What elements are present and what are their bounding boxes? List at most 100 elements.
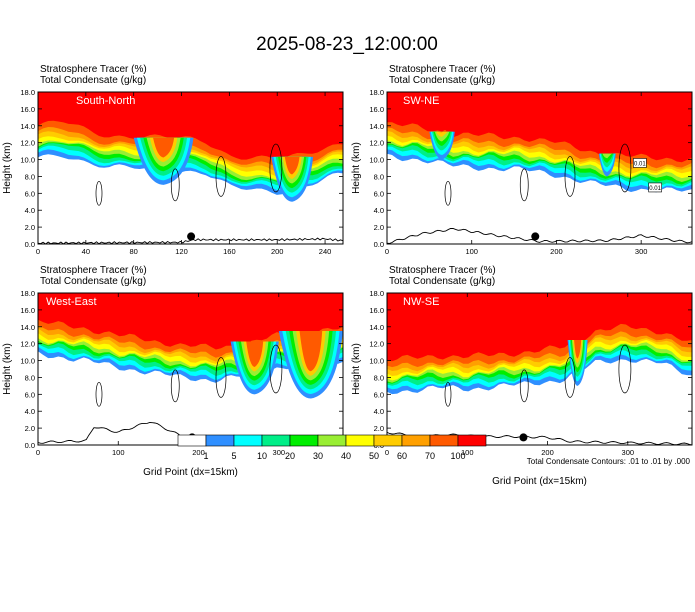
y-tick-label: 16.0 <box>369 306 384 315</box>
contour-label: 0.01 <box>649 186 661 192</box>
colorbar-swatch <box>345 434 375 447</box>
x-tick-label: 40 <box>82 247 90 256</box>
panel-header-condensate: Total Condensate (g/kg) <box>40 276 146 287</box>
panel-header-condensate: Total Condensate (g/kg) <box>389 75 495 86</box>
y-tick-label: 4.0 <box>25 407 35 416</box>
y-tick-label: 10.0 <box>369 357 384 366</box>
tracer-band-0 <box>38 293 343 350</box>
colorbar-label: 70 <box>425 451 435 461</box>
y-tick-label: 18.0 <box>369 88 384 97</box>
x-tick-label: 300 <box>622 448 635 457</box>
colorbar-label: 60 <box>397 451 407 461</box>
panel-south-north: Stratosphere Tracer (%)Total Condensate … <box>2 64 344 256</box>
panel-sw-ne: Stratosphere Tracer (%)Total Condensate … <box>351 64 693 256</box>
y-tick-label: 2.0 <box>25 223 35 232</box>
tracer-band-0 <box>387 293 692 362</box>
colorbar-label: 100 <box>450 451 465 461</box>
x-tick-label: 200 <box>271 247 284 256</box>
colorbar-label: 30 <box>313 451 323 461</box>
y-tick-label: 8.0 <box>25 373 35 382</box>
x-tick-label: 240 <box>319 247 332 256</box>
condensate-contour <box>269 143 283 193</box>
y-axis-label: Height (km) <box>351 142 362 194</box>
condensate-contour <box>215 357 227 398</box>
figure-title: 2025-08-23_12:00:00 <box>256 34 438 55</box>
colorbar-label: 5 <box>231 451 236 461</box>
y-tick-label: 16.0 <box>369 105 384 114</box>
tracer-intrusion <box>246 341 264 367</box>
plot-area <box>38 92 343 244</box>
y-tick-label: 10.0 <box>20 156 35 165</box>
x-tick-label: 300 <box>635 247 648 256</box>
y-tick-label: 10.0 <box>369 156 384 165</box>
colorbar-label: 1 <box>203 451 208 461</box>
x-tick-label: 100 <box>112 448 125 457</box>
tracer-intrusion <box>574 340 582 359</box>
condensate-contour <box>215 156 227 197</box>
tracer-intrusion <box>299 331 323 372</box>
colorbar-swatch <box>457 434 487 447</box>
plot-frame <box>386 292 693 446</box>
condensate-contour <box>95 381 103 407</box>
condensate-contour <box>564 156 576 197</box>
panel-label: South-North <box>76 95 135 107</box>
condensate-contour <box>564 357 576 398</box>
condensate-contour <box>444 180 452 206</box>
y-axis-label: Height (km) <box>2 142 13 194</box>
colorbar-label: 20 <box>285 451 295 461</box>
plot-area <box>387 293 692 445</box>
condensate-contour <box>95 180 103 206</box>
y-tick-label: 6.0 <box>25 390 35 399</box>
plot-area: 0.01 0.01 <box>387 92 692 244</box>
tracer-intrusion <box>437 129 447 133</box>
y-tick-label: 4.0 <box>374 206 384 215</box>
y-tick-label: 18.0 <box>20 289 35 298</box>
panel-header-tracer: Stratosphere Tracer (%) <box>389 64 496 75</box>
tracer-intrusion <box>284 156 300 175</box>
condensate-contour <box>170 369 180 403</box>
y-axis-label: Height (km) <box>2 343 13 395</box>
panel-label: NW-SE <box>403 296 439 308</box>
x-axis-label: Grid Point (dx=15km) <box>143 467 238 478</box>
y-tick-label: 6.0 <box>374 189 384 198</box>
y-tick-label: 14.0 <box>20 122 35 131</box>
colorbar-swatch <box>177 434 207 447</box>
panel-header-tracer: Stratosphere Tracer (%) <box>40 265 147 276</box>
x-tick-label: 80 <box>130 247 138 256</box>
tracer-intrusion <box>602 153 613 159</box>
panel-header-tracer: Stratosphere Tracer (%) <box>389 265 496 276</box>
colorbar-label: 40 <box>341 451 351 461</box>
y-tick-label: 4.0 <box>374 407 384 416</box>
contour-footnote: Total Condensate Contours: .01 to .01 by… <box>527 457 691 466</box>
location-marker <box>531 232 540 241</box>
colorbar-label: 50 <box>369 451 379 461</box>
panel-west-east: Stratosphere Tracer (%)Total Condensate … <box>2 265 344 478</box>
y-tick-label: 0.0 <box>25 441 35 450</box>
x-tick-label: 100 <box>465 247 478 256</box>
condensate-contour <box>519 369 529 403</box>
condensate-contour <box>519 168 529 202</box>
y-tick-label: 2.0 <box>374 223 384 232</box>
colorbar-swatch <box>401 434 431 447</box>
x-tick-label: 0 <box>36 448 40 457</box>
colorbar-swatch <box>373 434 403 447</box>
panel-label: SW-NE <box>403 95 439 107</box>
terrain-line <box>387 227 692 244</box>
terrain-line <box>38 237 343 244</box>
plot-area <box>38 293 343 445</box>
plot-frame <box>37 91 344 245</box>
x-tick-label: 300 <box>273 448 286 457</box>
y-tick-label: 2.0 <box>25 424 35 433</box>
condensate-contour <box>444 381 452 407</box>
y-tick-label: 12.0 <box>369 340 384 349</box>
tracer-band-0 <box>38 92 343 160</box>
x-tick-label: 0 <box>385 247 389 256</box>
panel-label: West-East <box>46 296 97 308</box>
condensate-contour <box>269 344 283 394</box>
tracer-intrusion <box>153 137 175 158</box>
y-tick-label: 10.0 <box>20 357 35 366</box>
tracer-intrusion <box>436 131 448 137</box>
y-tick-label: 0.0 <box>374 240 384 249</box>
panel-header-condensate: Total Condensate (g/kg) <box>389 276 495 287</box>
x-tick-label: 0 <box>385 448 389 457</box>
